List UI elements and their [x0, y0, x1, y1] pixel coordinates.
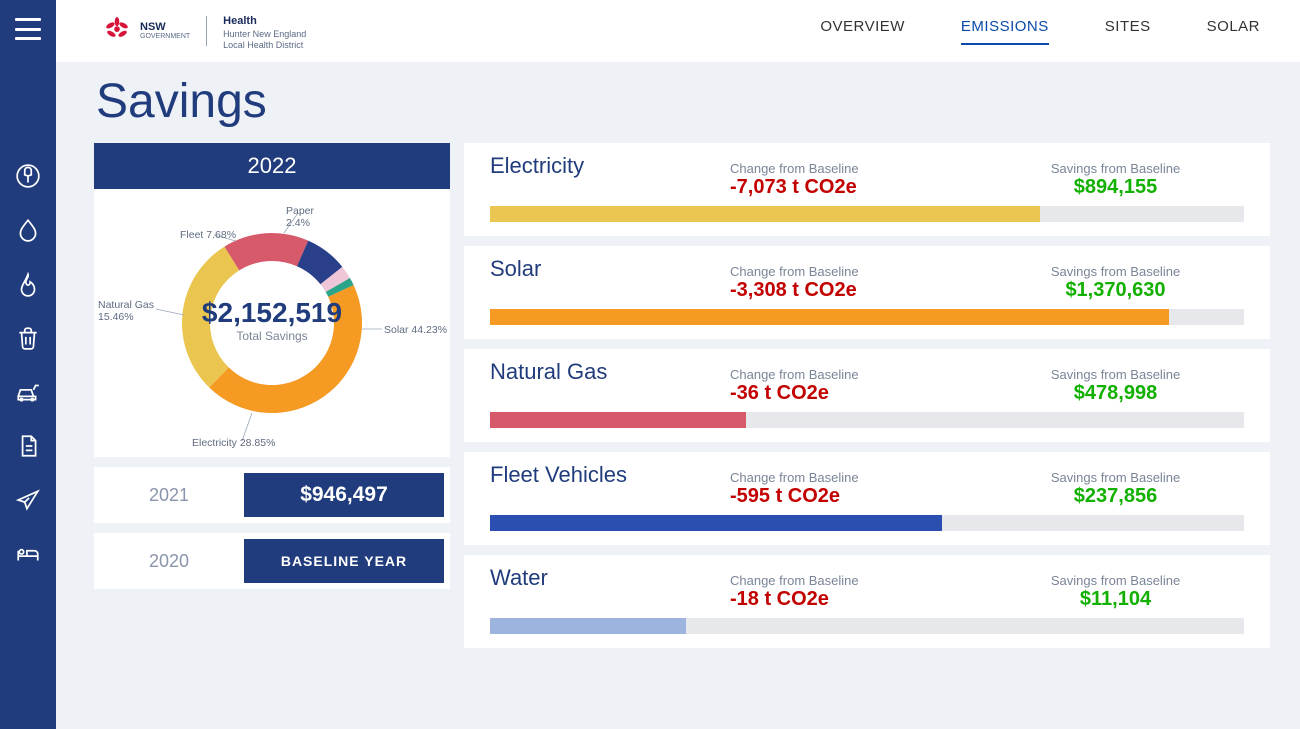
change-value: -7,073 t CO2e — [730, 176, 987, 198]
metric-card-solar: Solar Change from Baseline -3,308 t CO2e… — [464, 246, 1270, 339]
savings-value: $1,370,630 — [987, 279, 1244, 301]
nav-overview[interactable]: OVERVIEW — [820, 18, 905, 45]
page-title: Savings — [96, 74, 1270, 129]
metric-bar — [490, 618, 1244, 634]
donut-label-solar: Solar 44.23% — [384, 324, 447, 336]
savings-label: Savings from Baseline — [987, 367, 1244, 382]
change-label: Change from Baseline — [730, 367, 987, 382]
fleet-car-icon[interactable] — [14, 378, 42, 406]
top-bar: NSW GOVERNMENT Health Hunter New England… — [56, 0, 1300, 62]
metric-card-water: Water Change from Baseline -18 t CO2e Sa… — [464, 555, 1270, 648]
airplane-icon[interactable] — [14, 486, 42, 514]
water-drop-icon[interactable] — [14, 216, 42, 244]
metric-bar — [490, 515, 1244, 531]
page-content: Savings 2022 $2,152,519 Total Savings So… — [56, 62, 1300, 729]
savings-value: $11,104 — [987, 588, 1244, 610]
savings-value: $237,856 — [987, 485, 1244, 507]
savings-label: Savings from Baseline — [987, 573, 1244, 588]
nav-emissions[interactable]: EMISSIONS — [961, 18, 1049, 45]
metric-bar — [490, 206, 1244, 222]
change-value: -595 t CO2e — [730, 485, 987, 507]
waratah-icon — [102, 16, 132, 46]
brand-text: Health Hunter New England Local Health D… — [223, 11, 306, 51]
metric-name: Natural Gas — [490, 359, 730, 385]
left-rail — [0, 0, 56, 729]
change-label: Change from Baseline — [730, 264, 987, 279]
savings-label: Savings from Baseline — [987, 161, 1244, 176]
change-label: Change from Baseline — [730, 161, 987, 176]
hamburger-menu-button[interactable] — [15, 18, 41, 40]
metric-bar — [490, 309, 1244, 325]
donut-label-paper: Paper2.4% — [286, 205, 314, 229]
electricity-icon[interactable] — [14, 162, 42, 190]
change-value: -18 t CO2e — [730, 588, 987, 610]
change-label: Change from Baseline — [730, 470, 987, 485]
metric-name: Electricity — [490, 153, 730, 179]
savings-value: $478,998 — [987, 382, 1244, 404]
year-banner: 2022 — [94, 143, 450, 189]
top-nav: OVERVIEW EMISSIONS SITES SOLAR — [820, 18, 1260, 45]
fire-icon[interactable] — [14, 270, 42, 298]
prior-year-amount: $946,497 — [244, 473, 444, 517]
savings-label: Savings from Baseline — [987, 470, 1244, 485]
donut-card: 2022 $2,152,519 Total Savings Solar 44.2… — [94, 143, 450, 457]
document-icon[interactable] — [14, 432, 42, 460]
savings-value: $894,155 — [987, 176, 1244, 198]
nsw-wordmark: NSW — [140, 22, 190, 33]
savings-label: Savings from Baseline — [987, 264, 1244, 279]
change-value: -3,308 t CO2e — [730, 279, 987, 301]
bed-icon[interactable] — [14, 540, 42, 568]
trash-icon[interactable] — [14, 324, 42, 352]
change-value: -36 t CO2e — [730, 382, 987, 404]
donut-label-electricity: Electricity 28.85% — [192, 437, 275, 449]
metric-card-fleet-vehicles: Fleet Vehicles Change from Baseline -595… — [464, 452, 1270, 545]
prior-year-row[interactable]: 2021 $946,497 — [94, 467, 450, 523]
metric-name: Solar — [490, 256, 730, 282]
prior-year-row[interactable]: 2020 BASELINE YEAR — [94, 533, 450, 589]
donut-slice-natural_gas — [224, 233, 308, 270]
metric-name: Water — [490, 565, 730, 591]
nav-sites[interactable]: SITES — [1105, 18, 1151, 45]
metric-card-natural-gas: Natural Gas Change from Baseline -36 t C… — [464, 349, 1270, 442]
metric-bar — [490, 412, 1244, 428]
metric-name: Fleet Vehicles — [490, 462, 730, 488]
metric-card-electricity: Electricity Change from Baseline -7,073 … — [464, 143, 1270, 236]
change-label: Change from Baseline — [730, 573, 987, 588]
donut-label-fleet: Fleet 7.68% — [180, 229, 236, 241]
donut-label-natural_gas: Natural Gas15.46% — [98, 299, 154, 323]
nav-solar[interactable]: SOLAR — [1207, 18, 1260, 45]
brand-logo: NSW GOVERNMENT Health Hunter New England… — [102, 11, 306, 51]
prior-year-label: 2021 — [94, 485, 244, 506]
prior-year-label: 2020 — [94, 551, 244, 572]
prior-year-amount: BASELINE YEAR — [244, 539, 444, 583]
